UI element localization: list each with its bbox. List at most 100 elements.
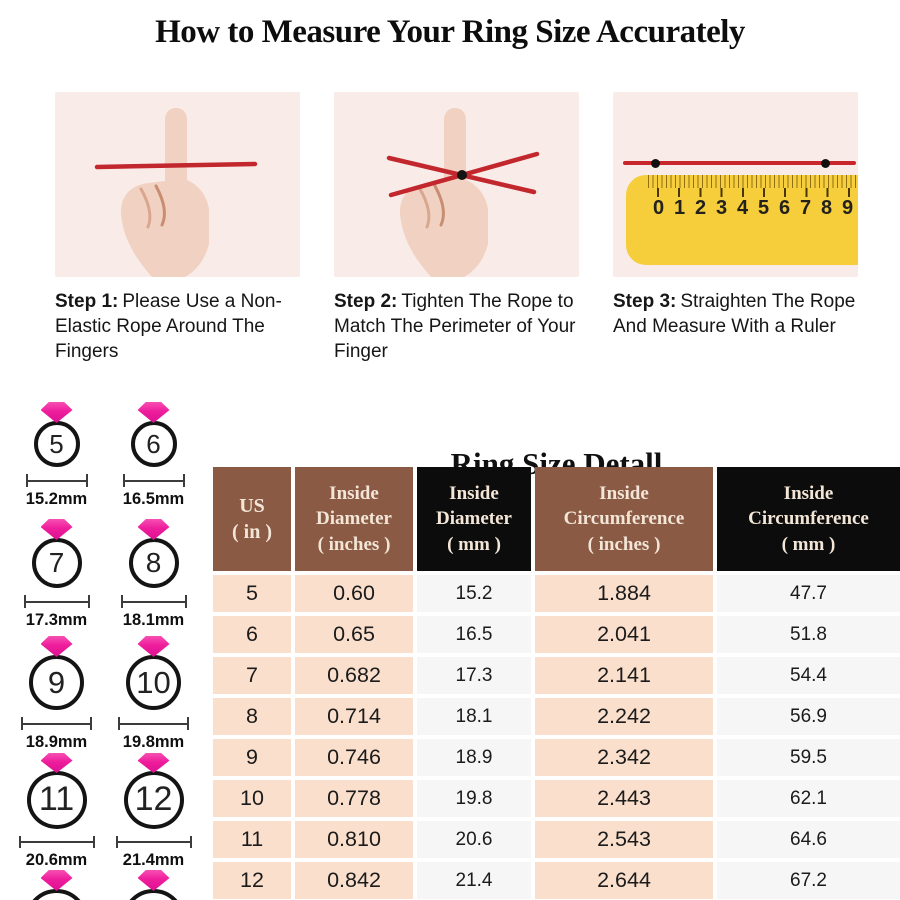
ruler-number: 8 (820, 197, 833, 219)
table-header-cell: Inside Circumference ( mm ) (717, 467, 900, 571)
table-cell: 0.746 (295, 739, 413, 776)
ring-circle: 10 (126, 655, 181, 710)
ruler-number: 0 (652, 197, 665, 219)
table-cell: 51.8 (717, 616, 900, 653)
knot-dot (457, 170, 467, 180)
diamond-icon (137, 402, 170, 423)
table-cell: 11 (213, 821, 291, 858)
step-2: Step 2: Tighten The Rope to Match The Per… (334, 92, 579, 364)
table-cell: 2.644 (535, 862, 713, 899)
mm-label: 16.5mm (122, 490, 185, 508)
table-cell: 19.8 (417, 780, 531, 817)
ring-circle: 6 (130, 421, 177, 467)
step-label: Step 2: (334, 291, 398, 312)
step-1-caption: Step 1: Please Use a Non-Elastic Rope Aro… (55, 289, 311, 364)
table-cell: 54.4 (717, 657, 900, 694)
hand-with-rope-icon (94, 108, 258, 277)
ruler-number: 6 (778, 197, 791, 219)
page-title: How to Measure Your Ring Size Accurately (155, 14, 745, 51)
mm-label: 19.8mm (122, 733, 185, 751)
ring-size-item: 9 18.9mm (21, 636, 92, 753)
measure-bracket (115, 835, 192, 848)
ring-size-item: 8 18.1mm (120, 519, 187, 636)
diamond-icon (137, 870, 170, 891)
step-1: Step 1: Please Use a Non-Elastic Rope Aro… (55, 92, 300, 364)
ring-guide: 5 15.2mm 6 16.5mm 7 17.3mm 8 18.1mm 9 18.9mm 10 19.… (8, 402, 202, 900)
table-header-cell: Inside Diameter ( mm ) (417, 467, 531, 571)
table-cell: 9 (213, 739, 291, 776)
measure-bracket (23, 595, 90, 608)
ring-circle: 12 (123, 771, 184, 829)
diamond-icon (40, 636, 73, 657)
ring-size-number: 7 (48, 547, 65, 578)
table-cell: 7 (213, 657, 291, 694)
ring-size-item: 12 21.4mm (115, 753, 192, 870)
ring-size-table: US ( in ) Inside Diameter ( inches ) Insid… (213, 467, 900, 899)
measure-bracket (25, 474, 88, 487)
table-cell: 17.3 (417, 657, 531, 694)
table-cell: 16.5 (417, 616, 531, 653)
table-header-cell: Inside Diameter ( inches ) (295, 467, 413, 571)
step-text: Straighten The Rope And Measure With a R… (613, 291, 856, 337)
table-cell: 15.2 (417, 575, 531, 612)
ring-size-number: 8 (145, 547, 162, 578)
mm-label: 21.4mm (122, 850, 185, 869)
table-cell: 64.6 (717, 821, 900, 858)
table-cell: 67.2 (717, 862, 900, 899)
table-cell: 21.4 (417, 862, 531, 899)
diamond-icon (40, 402, 73, 423)
ring-size-item (122, 870, 185, 900)
table-cell: 47.7 (717, 575, 900, 612)
table-cell: 18.1 (417, 698, 531, 735)
measure-dot (821, 158, 830, 168)
ring-circle: 9 (29, 655, 84, 710)
table-cell: 0.778 (295, 780, 413, 817)
ring-size-item: 5 15.2mm (25, 402, 88, 519)
hand-with-crossed-rope-icon (386, 108, 540, 277)
measure-dot (651, 158, 660, 168)
table-cell: 12 (213, 862, 291, 899)
table-cell: 2.342 (535, 739, 713, 776)
table-cell: 2.141 (535, 657, 713, 694)
table-cell: 0.65 (295, 616, 413, 653)
mm-label: 17.3mm (25, 611, 88, 629)
ring-size-item: 10 19.8mm (118, 636, 189, 753)
ring-size-number: 6 (146, 428, 161, 459)
table-cell: 8 (213, 698, 291, 735)
ring-size-item (25, 870, 88, 900)
ruler-number: 4 (736, 197, 749, 219)
table-cell: 2.443 (535, 780, 713, 817)
step-text: Tighten The Rope to Match The Perimeter … (334, 291, 576, 362)
ruler-minor-ticks (648, 175, 858, 188)
diamond-icon (40, 753, 73, 774)
table-cell: 0.714 (295, 698, 413, 735)
measure-bracket (122, 474, 185, 487)
ring-size-number: 9 (47, 664, 66, 700)
mm-label: 18.9mm (25, 733, 88, 751)
ring-size-item: 7 17.3mm (23, 519, 90, 636)
table-cell: 20.6 (417, 821, 531, 858)
table-cell: 2.242 (535, 698, 713, 735)
diamond-icon (40, 519, 73, 540)
step-2-caption: Step 2: Tighten The Rope to Match The Per… (334, 289, 590, 364)
ring-circle: 5 (33, 421, 80, 467)
ring-size-number: 12 (134, 780, 173, 819)
step-3-caption: Step 3: Straighten The Rope And Measure W… (613, 289, 869, 339)
table-cell: 1.884 (535, 575, 713, 612)
table-cell: 6 (213, 616, 291, 653)
table-cell: 2.041 (535, 616, 713, 653)
ruler-number: 1 (673, 197, 686, 219)
table-cell: 0.810 (295, 821, 413, 858)
step-2-image (334, 92, 579, 277)
table-cell: 62.1 (717, 780, 900, 817)
measure-bracket (120, 595, 187, 608)
mm-label: 18.1mm (122, 611, 185, 629)
table-cell: 2.543 (535, 821, 713, 858)
table-header-cell: US ( in ) (213, 467, 291, 571)
measure-bracket (18, 835, 95, 848)
rope-line (94, 161, 258, 170)
ring-size-item: 6 16.5mm (122, 402, 185, 519)
